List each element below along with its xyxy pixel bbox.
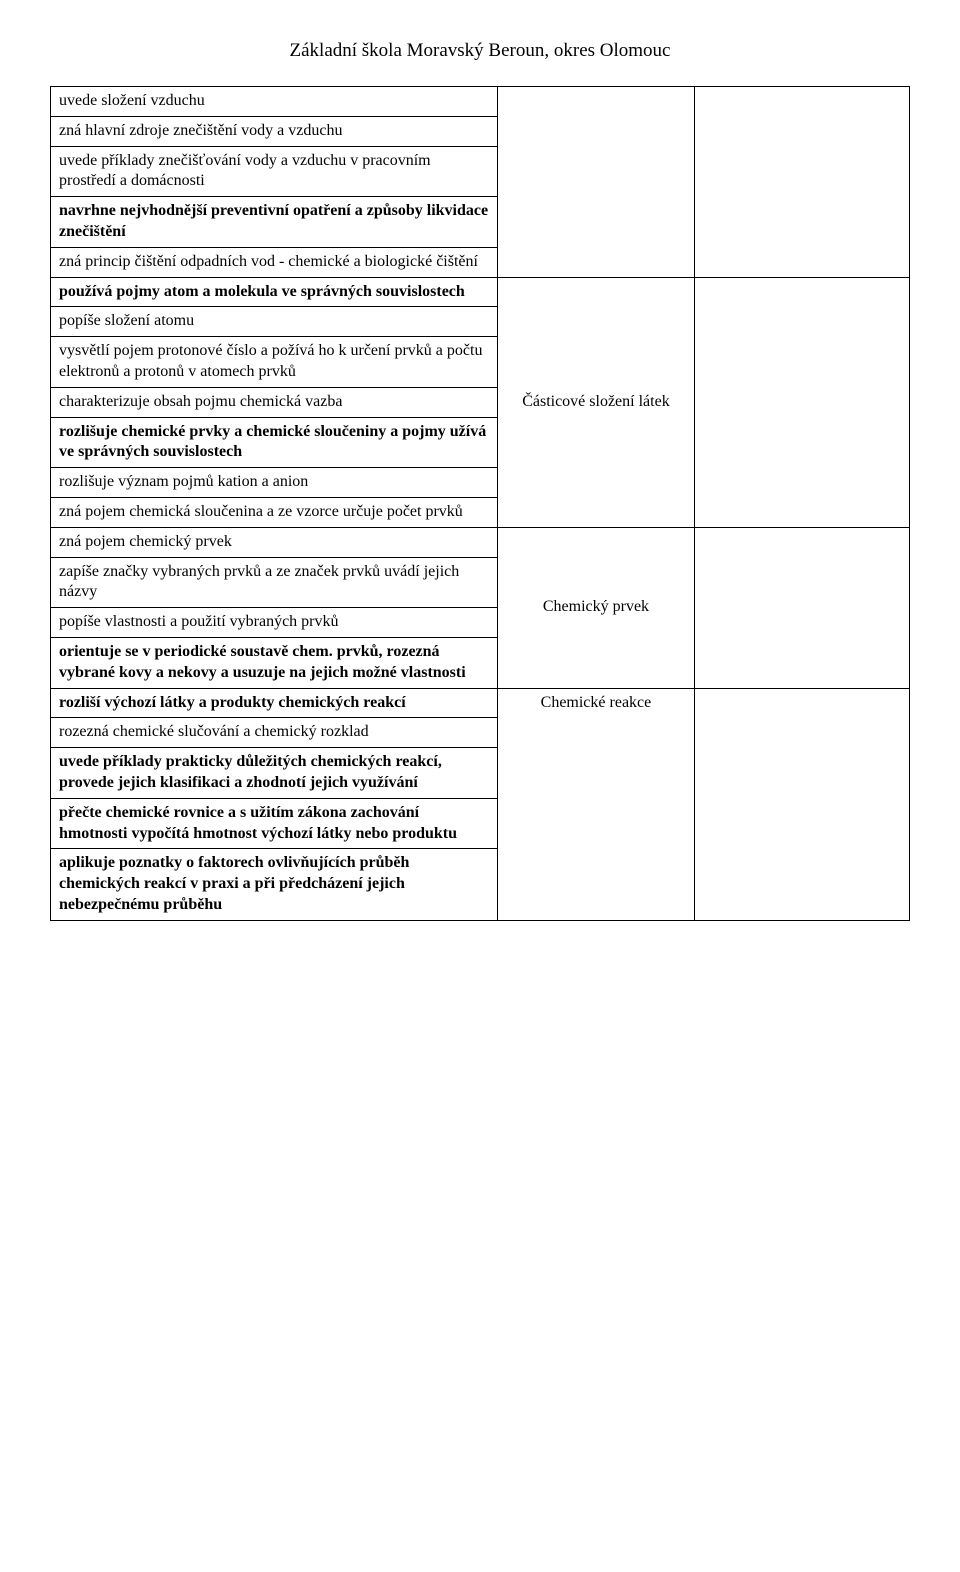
topic-cell: Chemické reakce	[497, 688, 695, 920]
outcome-cell: popíše složení atomu	[51, 307, 498, 337]
extra-cell	[695, 527, 910, 688]
topic-cell: Chemický prvek	[497, 527, 695, 688]
extra-cell	[695, 87, 910, 278]
page-header: Základní škola Moravský Beroun, okres Ol…	[50, 40, 910, 62]
table-row: používá pojmy atom a molekula ve správný…	[51, 277, 910, 307]
outcome-cell: orientuje se v periodické soustavě chem.…	[51, 637, 498, 688]
outcome-cell: zapíše značky vybraných prvků a ze znače…	[51, 557, 498, 608]
outcome-cell: vysvětlí pojem protonové číslo a požívá …	[51, 337, 498, 388]
outcome-cell: přečte chemické rovnice a s užitím zákon…	[51, 798, 498, 849]
outcome-cell: uvede příklady znečišťování vody a vzduc…	[51, 146, 498, 197]
outcome-cell: rozliší výchozí látky a produkty chemick…	[51, 688, 498, 718]
outcome-cell: zná princip čištění odpadních vod - chem…	[51, 247, 498, 277]
outcome-cell: aplikuje poznatky o faktorech ovlivňujíc…	[51, 849, 498, 920]
topic-cell: Částicové složení látek	[497, 277, 695, 527]
outcome-cell: zná pojem chemická sloučenina a ze vzorc…	[51, 497, 498, 527]
outcome-cell: uvede složení vzduchu	[51, 87, 498, 117]
outcome-cell: rozlišuje chemické prvky a chemické slou…	[51, 417, 498, 468]
extra-cell	[695, 688, 910, 920]
curriculum-table: uvede složení vzduchu zná hlavní zdroje …	[50, 86, 910, 921]
outcome-cell: zná hlavní zdroje znečištění vody a vzdu…	[51, 116, 498, 146]
outcome-cell: popíše vlastnosti a použití vybraných pr…	[51, 608, 498, 638]
outcome-cell: navrhne nejvhodnější preventivní opatřen…	[51, 197, 498, 248]
table-row: rozliší výchozí látky a produkty chemick…	[51, 688, 910, 718]
outcome-cell: uvede příklady prakticky důležitých chem…	[51, 748, 498, 799]
outcome-cell: zná pojem chemický prvek	[51, 527, 498, 557]
table-row: uvede složení vzduchu	[51, 87, 910, 117]
outcome-cell: rozezná chemické slučování a chemický ro…	[51, 718, 498, 748]
topic-cell	[497, 87, 695, 278]
table-row: zná pojem chemický prvek Chemický prvek	[51, 527, 910, 557]
header-title: Základní škola Moravský Beroun, okres Ol…	[290, 40, 671, 61]
outcome-cell: rozlišuje význam pojmů kation a anion	[51, 468, 498, 498]
outcome-cell: charakterizuje obsah pojmu chemická vazb…	[51, 387, 498, 417]
outcome-cell: používá pojmy atom a molekula ve správný…	[51, 277, 498, 307]
extra-cell	[695, 277, 910, 527]
